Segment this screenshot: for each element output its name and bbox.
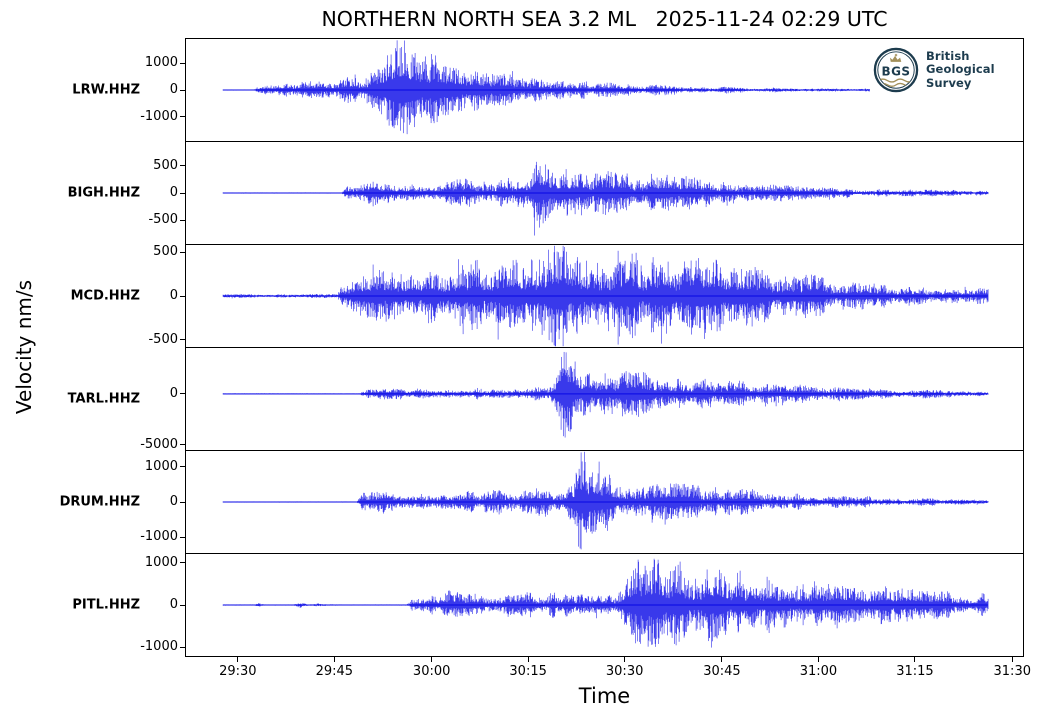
trace-panel-mcd-hhz: MCD.HHZ 500 0 -500 bbox=[71, 244, 1024, 348]
station-label-lrw-hhz: LRW.HHZ bbox=[72, 82, 140, 98]
x-tick-mark bbox=[914, 657, 916, 662]
trace-panel-bigh-hhz: BIGH.HHZ 500 0 -500 bbox=[68, 141, 1024, 245]
trace-panel-drum-hhz: DRUM.HHZ 1000 0 -1000 bbox=[60, 450, 1024, 554]
y-tick-mark bbox=[180, 466, 185, 468]
y-tick-label: 500 bbox=[153, 244, 178, 260]
x-tick-label: 30:15 bbox=[509, 664, 547, 679]
x-tick-label: 30:00 bbox=[412, 664, 451, 679]
station-label-drum-hhz: DRUM.HHZ bbox=[59, 494, 140, 510]
waveform-canvas bbox=[186, 348, 1023, 450]
bgs-logo-line1: British bbox=[926, 48, 970, 63]
x-tick-mark bbox=[1011, 657, 1013, 662]
x-tick-label: 29:45 bbox=[315, 664, 354, 679]
y-tick-label: 0 bbox=[169, 82, 178, 97]
y-tick-label: -1000 bbox=[140, 529, 178, 545]
waveform-canvas bbox=[186, 554, 1023, 656]
x-axis-label: Time bbox=[578, 684, 631, 708]
x-tick-label: 30:45 bbox=[703, 664, 741, 679]
y-tick-mark bbox=[180, 562, 185, 564]
bgs-logo: BGS British Geological Survey bbox=[870, 44, 1016, 96]
station-label-tarl-hhz: TARL.HHZ bbox=[67, 391, 140, 407]
x-tick-mark bbox=[237, 657, 239, 662]
y-tick-label: -500 bbox=[148, 331, 178, 347]
waveform-canvas bbox=[186, 142, 1023, 244]
x-tick-label: 29:30 bbox=[219, 664, 257, 679]
y-tick-mark bbox=[180, 604, 185, 606]
y-tick-label: -5000 bbox=[140, 436, 178, 452]
y-tick-mark bbox=[180, 295, 185, 297]
y-tick-mark bbox=[180, 89, 185, 91]
svg-text:BGS: BGS bbox=[881, 64, 910, 78]
station-label-pitl-hhz: PITL.HHZ bbox=[72, 597, 140, 613]
y-tick-mark bbox=[180, 444, 185, 446]
y-tick-label: 500 bbox=[153, 157, 178, 173]
y-tick-mark bbox=[180, 165, 185, 167]
y-tick-label: 1000 bbox=[144, 554, 178, 570]
y-tick-label: -1000 bbox=[140, 639, 178, 655]
y-tick-mark bbox=[180, 501, 185, 503]
bgs-logo-line3: Survey bbox=[926, 75, 972, 90]
x-tick-mark bbox=[721, 657, 723, 662]
x-tick-mark bbox=[333, 657, 335, 662]
y-tick-mark bbox=[180, 393, 185, 395]
y-axis-label: Velocity nm/s bbox=[12, 279, 36, 415]
y-tick-mark bbox=[180, 192, 185, 194]
y-tick-label: 0 bbox=[169, 494, 178, 509]
station-label-bigh-hhz: BIGH.HHZ bbox=[67, 185, 140, 201]
x-tick-label: 31:00 bbox=[799, 664, 838, 679]
y-tick-label: 0 bbox=[169, 185, 178, 200]
bgs-logo-text: British Geological Survey bbox=[926, 48, 995, 91]
bgs-logo-icon: BGS bbox=[873, 47, 919, 93]
x-tick-mark bbox=[624, 657, 626, 662]
y-tick-mark bbox=[180, 62, 185, 64]
waveform-canvas bbox=[186, 245, 1023, 347]
y-tick-label: 0 bbox=[169, 597, 178, 612]
bgs-logo-line2: Geological bbox=[926, 62, 995, 77]
trace-panel-pitl-hhz: PITL.HHZ 1000 0 -1000 bbox=[72, 553, 1024, 657]
y-tick-label: -500 bbox=[148, 212, 178, 228]
x-tick-label: 31:30 bbox=[993, 664, 1031, 679]
y-tick-label: 1000 bbox=[144, 55, 178, 71]
x-tick-mark bbox=[527, 657, 529, 662]
y-tick-mark bbox=[180, 339, 185, 341]
crown-icon bbox=[889, 53, 902, 62]
y-tick-label: -1000 bbox=[140, 108, 178, 124]
station-label-mcd-hhz: MCD.HHZ bbox=[70, 288, 140, 304]
x-tick-mark bbox=[431, 657, 433, 662]
x-tick-label: 30:30 bbox=[605, 664, 644, 679]
x-tick-mark bbox=[817, 657, 819, 662]
waveform-canvas bbox=[186, 451, 1023, 553]
x-tick-label: 31:15 bbox=[896, 664, 934, 679]
y-tick-label: 1000 bbox=[144, 458, 178, 474]
y-tick-mark bbox=[180, 646, 185, 648]
y-tick-mark bbox=[180, 251, 185, 253]
trace-panels-container: BGS British Geological Survey LRW.HHZ 10… bbox=[60, 38, 1024, 657]
x-axis: 29:30 29:45 30:00 30:15 30:30 30:45 31:00 31:15… bbox=[185, 657, 1031, 697]
y-tick-label: 0 bbox=[169, 385, 178, 401]
y-tick-mark bbox=[180, 219, 185, 221]
y-tick-mark bbox=[180, 116, 185, 118]
y-tick-mark bbox=[180, 536, 185, 538]
chart-title: NORTHERN NORTH SEA 3.2 ML 2025-11-24 02:… bbox=[321, 7, 888, 31]
y-tick-label: 0 bbox=[169, 288, 178, 303]
trace-panel-tarl-hhz: TARL.HHZ 0 -5000 bbox=[68, 347, 1024, 452]
